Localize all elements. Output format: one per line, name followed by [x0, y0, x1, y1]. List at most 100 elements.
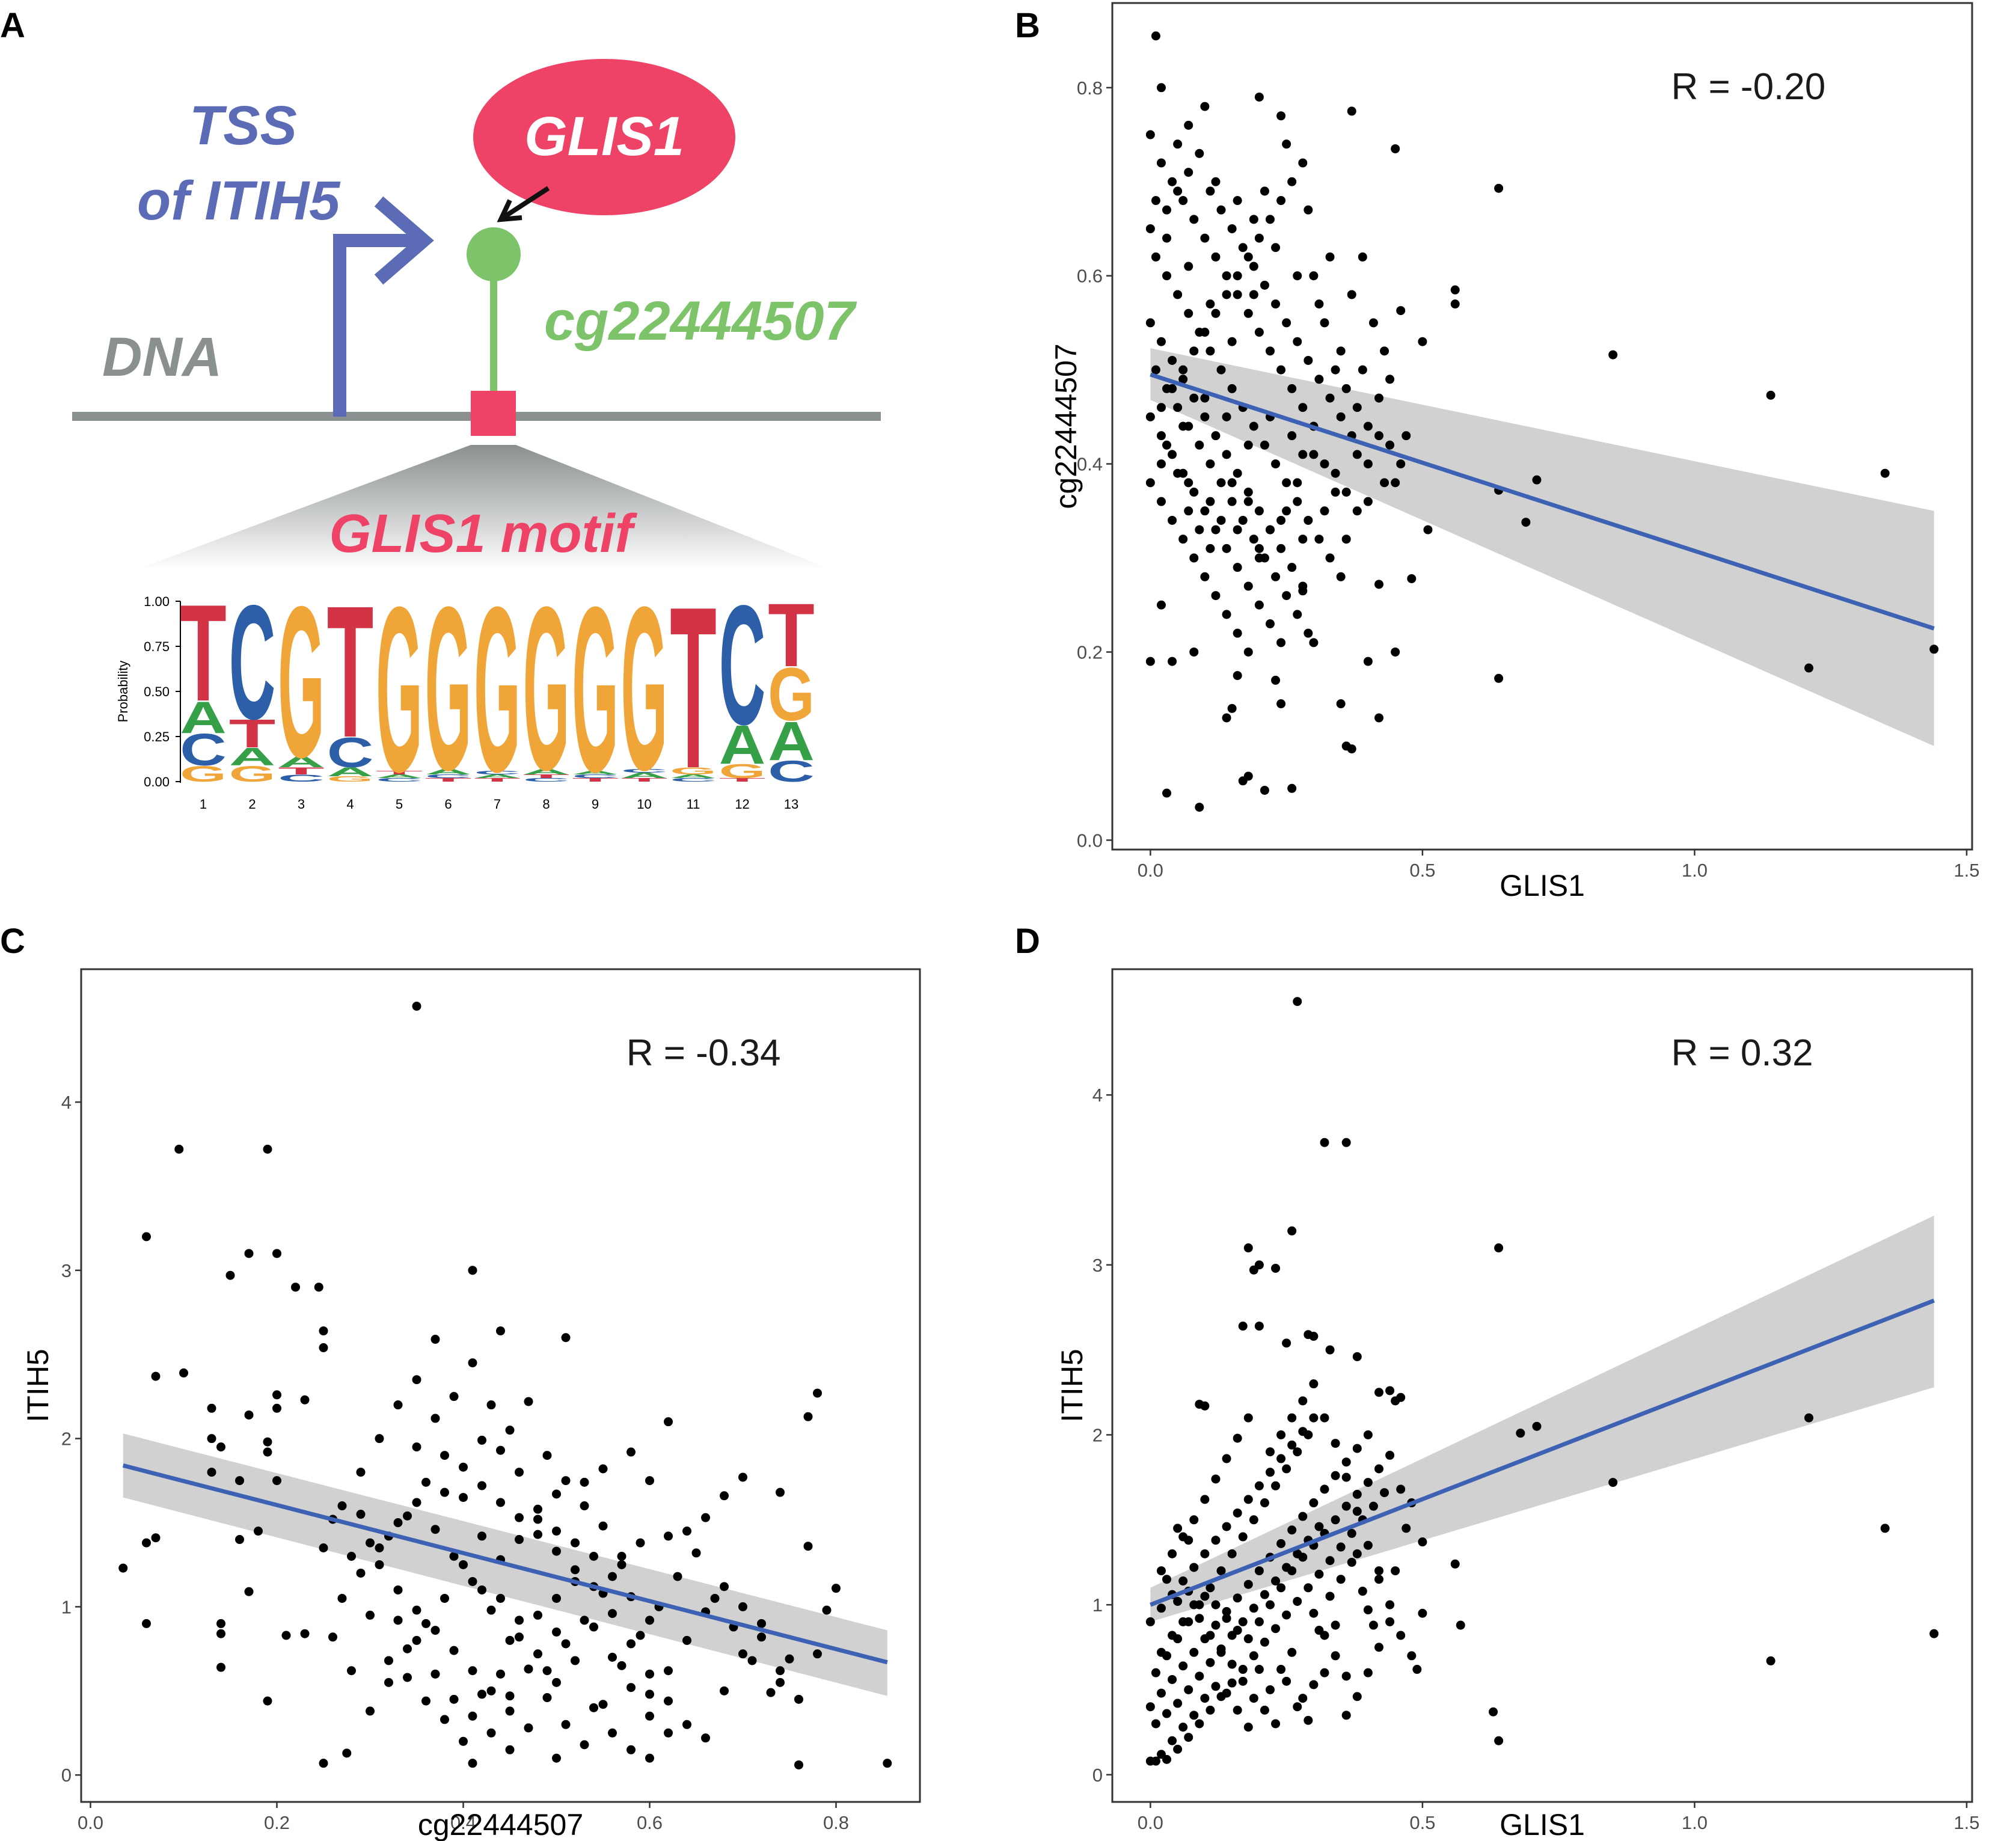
logo-ytick-label: 0.25 [144, 729, 170, 744]
data-point [1385, 1450, 1395, 1460]
logo-letter-g: G [376, 557, 423, 821]
data-point [1238, 1532, 1248, 1542]
data-point [1184, 308, 1193, 318]
binding-site-box [471, 391, 516, 436]
data-point [1450, 285, 1460, 295]
data-point [1320, 1413, 1329, 1423]
data-point [1331, 1651, 1340, 1661]
data-point [1189, 346, 1199, 356]
data-point [1222, 1614, 1231, 1623]
logo-letter-g: G [425, 558, 472, 818]
data-point [505, 1426, 515, 1435]
data-point [1233, 628, 1242, 638]
data-point [1352, 1444, 1362, 1453]
data-point [459, 1462, 468, 1472]
data-point [1173, 403, 1183, 412]
data-point [1407, 574, 1417, 583]
data-point [1233, 1433, 1242, 1443]
data-point [617, 1661, 627, 1670]
dna-label: DNA [102, 326, 222, 388]
data-point [151, 1371, 161, 1381]
data-point [1271, 243, 1281, 253]
data-point [1216, 478, 1226, 488]
data-point [608, 1572, 617, 1581]
data-point [430, 1626, 440, 1635]
data-point [673, 1572, 682, 1581]
data-point [1298, 581, 1308, 591]
data-point [1380, 478, 1389, 488]
data-point [1347, 1557, 1356, 1567]
x-tick-label: 0.2 [264, 1812, 290, 1833]
data-point [1282, 506, 1291, 516]
data-point [1287, 1440, 1297, 1450]
data-point [1233, 196, 1242, 206]
y-axis-title: ITIH5 [1055, 1349, 1089, 1422]
logo-letter-g: G [327, 775, 374, 783]
data-point [1200, 393, 1210, 403]
data-point [1276, 1539, 1286, 1548]
regression-line [1150, 372, 1935, 631]
data-point [319, 1543, 328, 1553]
data-point [627, 1745, 636, 1754]
x-tick-label: 0.4 [450, 1812, 476, 1833]
x-tick-label: 0.6 [637, 1812, 663, 1833]
logo-letter-t: T [278, 765, 325, 777]
data-point [1184, 1685, 1193, 1694]
data-point [449, 1646, 459, 1655]
data-point [1336, 699, 1346, 709]
data-point [1233, 1593, 1242, 1603]
logo-position-label: 8 [542, 797, 550, 812]
data-point [515, 1468, 524, 1477]
data-point [542, 1693, 552, 1703]
data-point [1222, 271, 1231, 281]
data-point [1352, 1352, 1362, 1361]
x-tick-label: 0.5 [1409, 860, 1435, 881]
data-point [1216, 365, 1226, 375]
data-point [1200, 506, 1210, 516]
x-tick-label: 0.5 [1409, 1812, 1435, 1833]
data-point [1178, 196, 1188, 206]
data-point [608, 1652, 617, 1662]
data-point [1298, 403, 1308, 412]
data-point [244, 1410, 254, 1420]
data-point [505, 1691, 515, 1701]
data-point [1151, 31, 1160, 41]
data-point [664, 1696, 673, 1706]
data-point [477, 1585, 486, 1594]
data-point [272, 1390, 281, 1400]
data-point [1233, 468, 1242, 478]
data-point [1243, 308, 1253, 318]
data-point [421, 1619, 430, 1628]
data-point [272, 1403, 281, 1413]
data-point [1156, 1566, 1166, 1576]
data-point [1331, 1439, 1340, 1448]
data-point [1249, 1515, 1258, 1525]
data-point [1352, 1549, 1362, 1558]
data-point [449, 1551, 459, 1561]
data-point [1282, 478, 1291, 488]
logo-letter-t: T [327, 567, 374, 777]
data-point [1151, 252, 1160, 262]
data-point [1168, 450, 1177, 459]
data-point [533, 1504, 542, 1514]
panel-d: D 0.0 0.5 1.0 1.5 0 1 2 3 4 GLIS1 ITIH5 R = 0.32 [1015, 922, 1980, 1841]
data-point [1222, 1522, 1231, 1531]
data-point [1162, 233, 1172, 243]
data-point [1206, 186, 1215, 196]
logo-letter-g: G [768, 652, 815, 736]
data-point [1418, 337, 1427, 346]
data-point [757, 1619, 766, 1628]
data-point [776, 1487, 785, 1497]
data-point [766, 1688, 776, 1697]
data-point [366, 1706, 375, 1716]
data-point [1309, 1379, 1319, 1389]
data-point [1304, 515, 1313, 525]
data-point [412, 1605, 421, 1615]
data-point [1265, 1468, 1275, 1477]
data-point [1363, 1430, 1373, 1439]
data-point [1516, 1429, 1525, 1438]
data-point [263, 1447, 272, 1457]
data-point [1265, 346, 1275, 356]
data-point [216, 1619, 225, 1628]
logo-letter-g: G [474, 557, 521, 821]
